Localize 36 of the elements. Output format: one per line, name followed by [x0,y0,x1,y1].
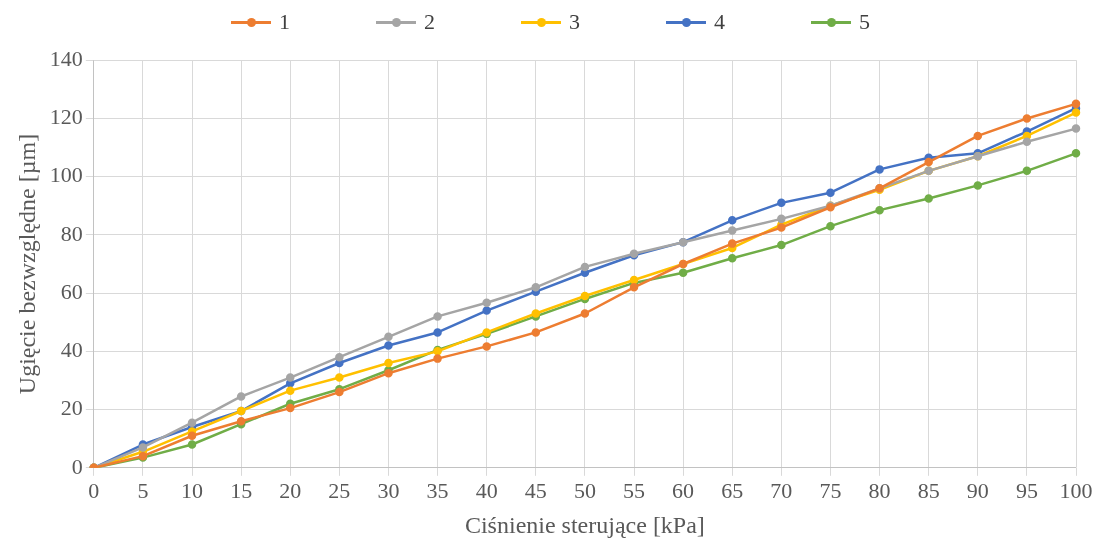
x-tick-label: 0 [88,477,100,503]
x-tick-label: 70 [770,477,793,503]
legend-label: 1 [279,9,290,35]
legend-label: 5 [859,9,870,35]
x-tick-label: 45 [524,477,547,503]
x-tick-label: 85 [917,477,940,503]
x-tick-label: 95 [1015,477,1038,503]
x-tick-label: 90 [966,477,989,503]
y-tick-label: 80 [60,220,83,246]
y-tick-label: 60 [60,278,83,304]
x-tick-label: 65 [721,477,744,503]
x-tick-label: 10 [181,477,204,503]
x-tick-label: 30 [377,477,400,503]
legend-label: 3 [569,9,580,35]
x-tick-label: 80 [868,477,891,503]
y-tick-label: 20 [60,395,83,421]
legend-label: 4 [714,9,725,35]
x-tick-label: 60 [672,477,695,503]
x-tick-label: 50 [573,477,596,503]
y-tick-label: 140 [49,45,83,71]
y-tick-label: 0 [71,453,83,479]
y-tick-label: 120 [49,104,83,130]
y-tick-label: 100 [49,162,83,188]
x-tick-label: 100 [1059,477,1093,503]
x-tick-label: 15 [230,477,253,503]
x-tick-label: 75 [819,477,842,503]
x-tick-label: 35 [426,477,449,503]
x-tick-label: 55 [623,477,646,503]
x-tick-label: 40 [475,477,498,503]
x-tick-label: 20 [279,477,302,503]
y-axis-title: Ugięcie bezwzględne [µm] [13,133,40,395]
x-tick-label: 5 [137,477,149,503]
x-tick-label: 25 [328,477,351,503]
legend-label: 2 [424,9,435,35]
y-tick-label: 40 [60,337,83,363]
x-axis-title: Ciśnienie sterujące [kPa] [464,511,705,538]
